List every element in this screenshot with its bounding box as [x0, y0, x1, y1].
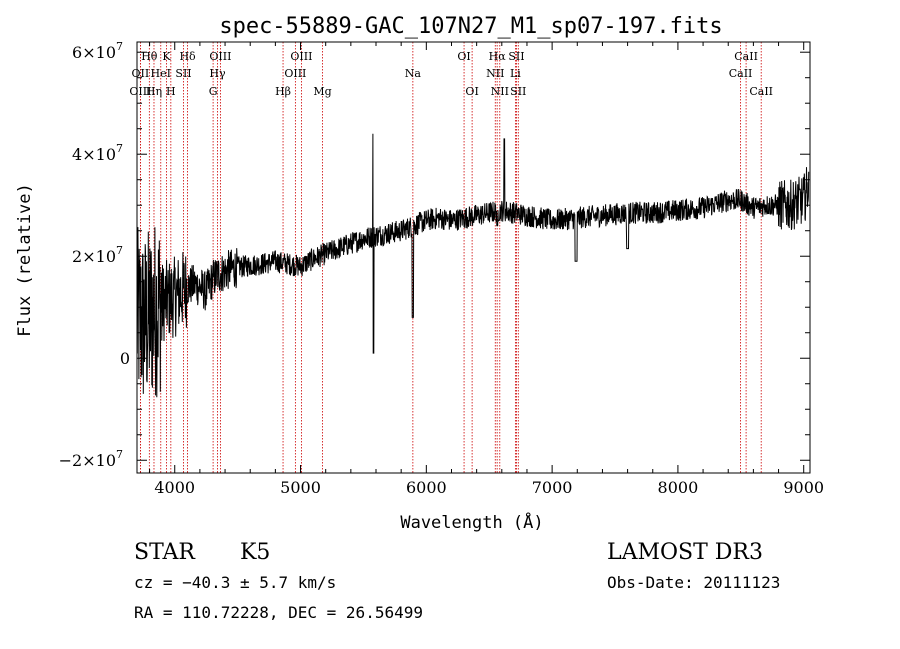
line-id-markers [139, 42, 762, 473]
x-tick-label: 4000 [154, 478, 195, 497]
line-id-label: Hβ [275, 85, 291, 98]
x-tick-label: 6000 [406, 478, 447, 497]
line-id-label: OIII [129, 85, 151, 98]
redshift-velocity: cz = −40.3 ± 5.7 km/s [134, 573, 337, 592]
line-id-label: SII [175, 67, 191, 80]
line-id-labels: Hθ OII OIII K HeI Hη SII H Hδ OIII Hγ G Hβ OIII OIII Mg… [129, 50, 773, 98]
plot-frame [136, 41, 811, 474]
line-id-label: Na [405, 67, 422, 80]
object-subclass: K5 [240, 540, 271, 565]
line-id-label: Hα [489, 50, 507, 63]
x-tick-label: 7000 [532, 478, 573, 497]
line-id-label: CaII [749, 85, 773, 98]
line-id-label: OII [132, 67, 150, 80]
spectrum-line [136, 133, 810, 398]
x-tick-label: 9000 [783, 478, 824, 497]
y-tick-label: 2×107 [72, 244, 123, 266]
observation-date: Obs-Date: 20111123 [607, 573, 781, 592]
line-id-label: SII [510, 85, 526, 98]
axes: 4000 5000 6000 7000 8000 9000 −2×107 0 2×107 4×10… [59, 40, 824, 497]
survey-name: LAMOST DR3 [607, 540, 763, 565]
line-id-label: OI [457, 50, 470, 63]
y-tick-label: 4×107 [72, 142, 123, 164]
line-id-label: SII [508, 50, 524, 63]
line-id-label: HeI [151, 67, 171, 80]
line-id-label: Mg [313, 85, 331, 98]
line-id-label: CaII [729, 67, 753, 80]
line-id-label: Hγ [209, 67, 226, 80]
line-id-label: OIII [209, 50, 231, 63]
x-tick-label: 5000 [280, 478, 321, 497]
line-id-label: OI [465, 85, 478, 98]
line-id-label: G [209, 85, 218, 98]
y-tick-label: 6×107 [72, 40, 123, 62]
line-id-label: NII [486, 67, 504, 80]
chart-title: spec-55889-GAC_107N27_M1_sp07-197.fits [219, 14, 722, 39]
spectrum-layer [136, 133, 810, 398]
line-id-label: Hδ [179, 50, 196, 63]
object-class: STAR [134, 540, 195, 565]
y-tick-label: −2×107 [59, 448, 123, 470]
line-id-label: OIII [284, 67, 306, 80]
x-tick-label: 8000 [658, 478, 699, 497]
line-id-label: H [166, 85, 176, 98]
y-tick-label: 0 [120, 349, 130, 368]
line-id-label: Li [510, 67, 521, 80]
line-id-label: NII [491, 85, 509, 98]
coordinates: RA = 110.72228, DEC = 26.56499 [134, 603, 423, 622]
line-id-label: Hη [146, 85, 162, 98]
line-id-label: CaII [734, 50, 758, 63]
x-axis-label: Wavelength (Å) [400, 511, 543, 533]
line-id-label: K [162, 50, 171, 63]
line-id-label: OIII [290, 50, 312, 63]
y-axis-label: Flux (relative) [15, 183, 35, 337]
line-id-label: Hθ [141, 50, 158, 63]
